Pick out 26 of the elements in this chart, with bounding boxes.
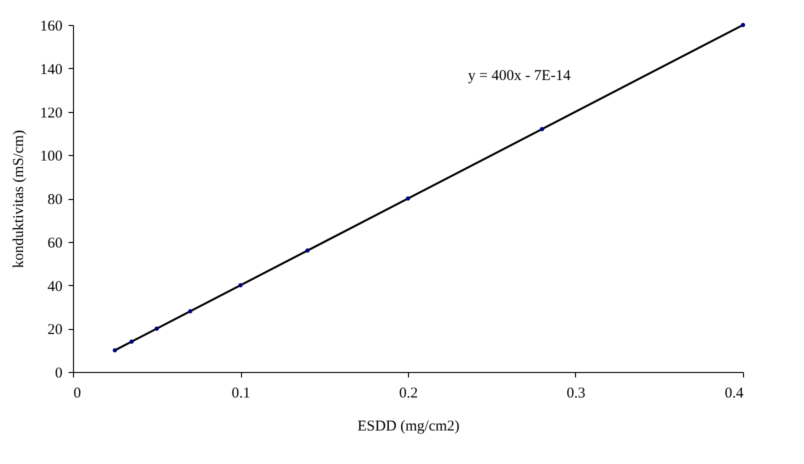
x-tick-label: 0.1 <box>232 386 250 402</box>
point <box>740 22 746 28</box>
x-tick-label: 0 <box>74 386 81 402</box>
point <box>540 126 544 132</box>
y-axis-title: konduktivitas (mS/cm) <box>11 130 27 268</box>
annotation: y = 400x - 7E-14 <box>468 68 572 84</box>
y-tick-label: 100 <box>40 148 62 165</box>
point <box>406 196 410 201</box>
y-tick-label: 140 <box>40 62 62 78</box>
point <box>238 283 243 288</box>
y-tick-label: 120 <box>40 105 62 122</box>
point <box>154 326 159 331</box>
x-tick-label: 0.2 <box>399 386 418 402</box>
y-tick-label: 0 <box>55 366 62 382</box>
point <box>188 309 192 314</box>
y-tick-label: 160 <box>40 18 62 34</box>
point <box>112 348 117 352</box>
y-tick-label: 40 <box>48 278 62 295</box>
y-tick-label: 60 <box>48 235 62 252</box>
x-tick-label: 0.3 <box>566 386 586 402</box>
point <box>130 340 134 344</box>
x-tick-label: 0.4 <box>724 386 744 402</box>
x-axis-title: ESDD (mg/cm2) <box>357 418 460 434</box>
y-tick-label: 80 <box>48 192 62 208</box>
y-tick-label: 20 <box>48 322 62 338</box>
point <box>305 248 310 253</box>
